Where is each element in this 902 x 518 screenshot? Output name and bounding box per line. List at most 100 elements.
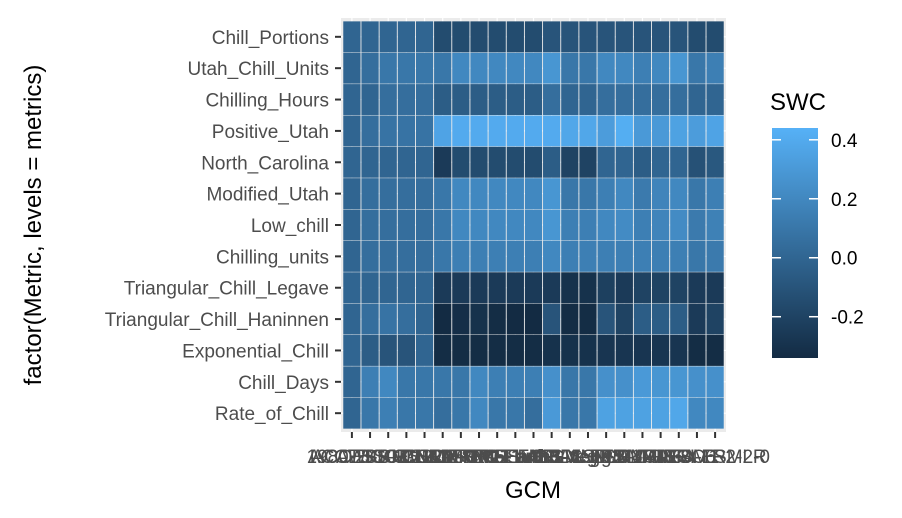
heatmap-cell bbox=[470, 303, 488, 335]
y-tick-label: Utah_Chill_Units bbox=[187, 59, 329, 80]
heatmap-cell bbox=[524, 272, 543, 304]
heatmap-cell bbox=[434, 52, 452, 84]
x-tick-label: CNRM-ESM2-1 bbox=[431, 447, 563, 468]
heatmap-cell bbox=[361, 178, 379, 210]
x-tick-label: MIROC6 bbox=[642, 447, 716, 468]
heatmap-cell bbox=[597, 366, 615, 398]
y-tick-label: Chill_Portions bbox=[212, 28, 329, 49]
heatmap-cell bbox=[397, 84, 415, 115]
heatmap-cell bbox=[543, 146, 561, 178]
heatmap-cell bbox=[343, 209, 361, 241]
heatmap-cell bbox=[524, 21, 543, 53]
heatmap-cell bbox=[597, 272, 615, 304]
heatmap-cell bbox=[434, 21, 452, 53]
heatmap-cell bbox=[379, 178, 397, 210]
heatmap-cell bbox=[597, 21, 615, 53]
heatmap-cell bbox=[615, 84, 633, 115]
heatmap-cell bbox=[434, 366, 452, 398]
heatmap-cell bbox=[706, 84, 724, 115]
heatmap-cell bbox=[670, 272, 688, 304]
heatmap-cell bbox=[670, 84, 688, 115]
heatmap-cell bbox=[452, 335, 470, 366]
x-tick-label: CNRM-CM6-1-HR bbox=[402, 447, 556, 468]
heatmap-cell bbox=[652, 272, 670, 304]
heatmap-cell bbox=[434, 397, 452, 429]
heatmap-cell bbox=[670, 397, 688, 429]
heatmap-cell bbox=[415, 52, 434, 84]
heatmap-cell bbox=[561, 146, 579, 178]
heatmap-cell bbox=[415, 335, 434, 366]
heatmap-cell bbox=[633, 366, 652, 398]
heatmap-cell bbox=[652, 366, 670, 398]
heatmap-cell bbox=[652, 335, 670, 366]
x-tick-label: INM-CM4-8 bbox=[575, 447, 673, 468]
heatmap-cell bbox=[434, 84, 452, 115]
heatmap-cell bbox=[470, 397, 488, 429]
heatmap-cell bbox=[633, 335, 652, 366]
heatmap-cell bbox=[561, 115, 579, 147]
heatmap-cell bbox=[397, 146, 415, 178]
heatmap-cell bbox=[670, 335, 688, 366]
heatmap-cell bbox=[488, 21, 506, 53]
heatmap-cell bbox=[688, 178, 706, 210]
heatmap-cell bbox=[488, 146, 506, 178]
heatmap-cell bbox=[506, 272, 524, 304]
heatmap-cell bbox=[434, 178, 452, 210]
heatmap-cell bbox=[670, 303, 688, 335]
heatmap-cell bbox=[615, 52, 633, 84]
x-tick-label: EC-Earth3-Veg bbox=[470, 447, 598, 468]
y-tick-label: Rate_of_Chill bbox=[215, 404, 329, 425]
heatmap-cell bbox=[543, 209, 561, 241]
heatmap-cell bbox=[470, 366, 488, 398]
heatmap-cell bbox=[524, 146, 543, 178]
heatmap-cell bbox=[615, 146, 633, 178]
heatmap-cell bbox=[543, 178, 561, 210]
heatmap-cell bbox=[561, 240, 579, 272]
heatmap-cell bbox=[488, 366, 506, 398]
heatmap-cell bbox=[488, 115, 506, 147]
heatmap-cell bbox=[688, 303, 706, 335]
heatmap-cell bbox=[434, 115, 452, 147]
y-tick-label: Triangular_Chill_Haninnen bbox=[105, 310, 329, 331]
heatmap-cell bbox=[415, 115, 434, 147]
heatmap-cell bbox=[615, 240, 633, 272]
heatmap-cell bbox=[579, 209, 597, 241]
heatmap-cell bbox=[706, 146, 724, 178]
heatmap-cell bbox=[688, 209, 706, 241]
heatmap-cell bbox=[506, 366, 524, 398]
heatmap-cell bbox=[652, 397, 670, 429]
heatmap-cell bbox=[397, 240, 415, 272]
heatmap-cell bbox=[633, 146, 652, 178]
heatmap-cell bbox=[397, 178, 415, 210]
heatmap-cell bbox=[452, 209, 470, 241]
heatmap-cell bbox=[561, 335, 579, 366]
heatmap-cell bbox=[361, 209, 379, 241]
heatmap-cell bbox=[670, 240, 688, 272]
heatmap-cell bbox=[579, 115, 597, 147]
heatmap-cell bbox=[543, 21, 561, 53]
heatmap-cell bbox=[652, 21, 670, 53]
heatmap-cell bbox=[379, 52, 397, 84]
heatmap-cell bbox=[706, 397, 724, 429]
heatmap-cell bbox=[633, 303, 652, 335]
heatmap-cell bbox=[688, 52, 706, 84]
x-tick-label: MRI-ESM2-0 bbox=[660, 447, 770, 468]
heatmap-cell bbox=[506, 21, 524, 53]
heatmap-cell bbox=[397, 397, 415, 429]
heatmap-cell bbox=[633, 178, 652, 210]
heatmap-cell bbox=[506, 240, 524, 272]
heatmap-cell bbox=[506, 115, 524, 147]
heatmap-cell bbox=[652, 84, 670, 115]
heatmap-cell bbox=[343, 303, 361, 335]
heatmap-cell bbox=[343, 366, 361, 398]
heatmap-cell bbox=[397, 366, 415, 398]
heatmap-cell bbox=[415, 397, 434, 429]
heatmap-cell bbox=[361, 397, 379, 429]
heatmap-cell bbox=[415, 21, 434, 53]
heatmap-cell bbox=[597, 397, 615, 429]
y-tick-label: Chill_Days bbox=[238, 373, 329, 394]
heatmap-cell bbox=[543, 303, 561, 335]
heatmap-cell bbox=[670, 366, 688, 398]
heatmap-cell bbox=[379, 115, 397, 147]
heatmap-cell bbox=[543, 366, 561, 398]
